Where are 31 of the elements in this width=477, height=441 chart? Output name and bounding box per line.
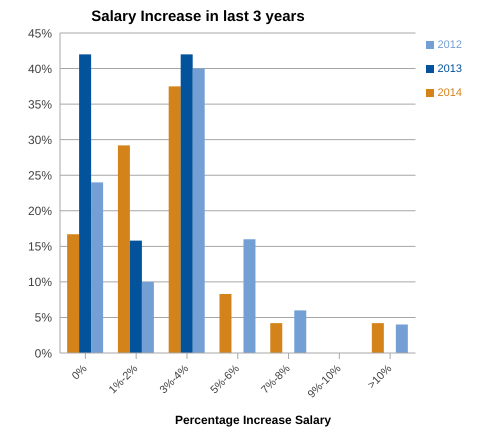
- y-tick-label: 40%: [28, 62, 52, 76]
- bar: [79, 54, 92, 353]
- bar: [130, 240, 142, 353]
- legend-label: 2013: [438, 63, 462, 75]
- y-tick-label: 20%: [28, 204, 52, 218]
- bar: [294, 310, 306, 353]
- y-tick-label: 25%: [28, 168, 52, 182]
- bar: [396, 324, 408, 353]
- bar: [243, 239, 256, 353]
- y-tick-label: 45%: [28, 26, 52, 40]
- y-tick-label: 15%: [28, 240, 52, 254]
- bar: [372, 323, 384, 353]
- legend-label: 2012: [438, 39, 462, 51]
- bar: [219, 294, 232, 353]
- x-axis-title: Percentage Increase Salary: [174, 413, 332, 427]
- bar: [270, 323, 282, 353]
- y-tick-label: 10%: [28, 275, 52, 290]
- y-tick-label: 30%: [28, 132, 52, 147]
- chart-title: Salary Increase in last 3 years: [90, 8, 306, 25]
- bar: [142, 282, 154, 353]
- bar: [118, 145, 130, 353]
- y-tick-label: 35%: [28, 97, 52, 112]
- bar: [91, 182, 104, 353]
- bar: [67, 234, 80, 353]
- x-tick-label: 0%: [70, 362, 90, 382]
- y-tick-label: 5%: [34, 310, 52, 325]
- bar: [180, 54, 193, 353]
- legend-label: 2014: [438, 87, 462, 99]
- y-tick-label: 0%: [34, 346, 52, 360]
- bar: [168, 86, 181, 353]
- bar: [192, 68, 205, 353]
